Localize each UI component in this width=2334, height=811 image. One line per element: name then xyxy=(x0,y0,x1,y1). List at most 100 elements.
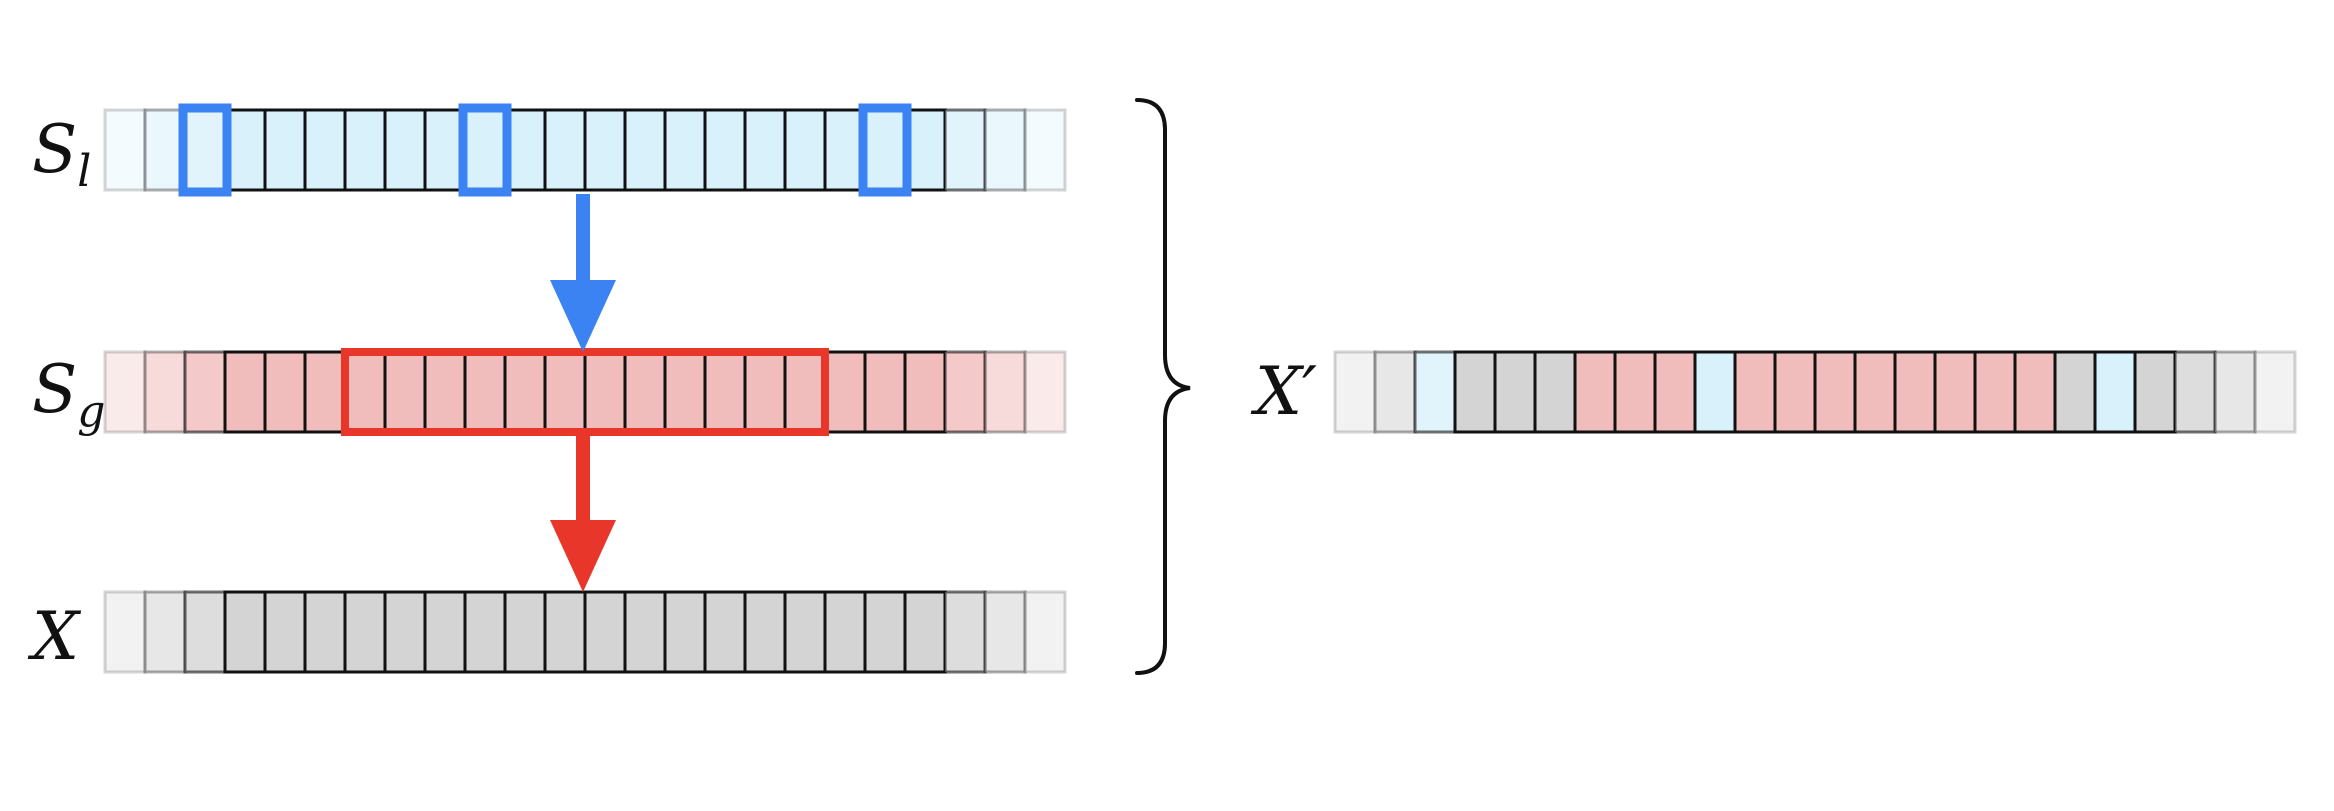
local-selection-highlights xyxy=(178,103,912,197)
token-s-l-cell-21 xyxy=(943,108,987,192)
token-s-g-cell-22 xyxy=(983,350,1027,434)
token-s-l-cell-18 xyxy=(823,108,867,192)
row-label-s-l-sub: l xyxy=(77,146,91,197)
token-x-prime-cell-3 xyxy=(1453,350,1497,434)
row-label-s-g-sub: g xyxy=(77,386,105,437)
token-s-g-cell-19 xyxy=(863,350,907,434)
token-x-prime-cell-7 xyxy=(1613,350,1657,434)
token-x-prime-cell-22 xyxy=(2213,350,2257,434)
token-x-cell-1 xyxy=(143,590,187,674)
token-s-l-cell-15 xyxy=(703,108,747,192)
token-s-g-cell-16 xyxy=(743,350,787,434)
token-s-g-cell-8 xyxy=(423,350,467,434)
token-x-prime-cell-15 xyxy=(1933,350,1977,434)
token-s-l-cell-9 xyxy=(463,108,507,192)
token-s-g-cell-4 xyxy=(263,350,307,434)
token-x-cell-9 xyxy=(463,590,507,674)
token-x-prime-cell-6 xyxy=(1573,350,1617,434)
token-x-cell-0 xyxy=(103,590,147,674)
token-s-g-cell-23 xyxy=(1023,350,1067,434)
token-s-l-cell-12 xyxy=(583,108,627,192)
token-x-cell-16 xyxy=(743,590,787,674)
token-s-l-cell-5 xyxy=(303,108,347,192)
token-x-cell-22 xyxy=(983,590,1027,674)
token-x-cell-20 xyxy=(903,590,947,674)
token-s-g-cell-5 xyxy=(303,350,347,434)
token-s-l-cell-7 xyxy=(383,108,427,192)
token-x-cell-6 xyxy=(343,590,387,674)
token-s-l-cell-2 xyxy=(183,108,227,192)
token-s-l-cell-19 xyxy=(863,108,907,192)
token-x-prime-cell-16 xyxy=(1973,350,2017,434)
token-s-g-cell-13 xyxy=(623,350,667,434)
token-x-prime-cell-21 xyxy=(2173,350,2217,434)
token-x-cell-18 xyxy=(823,590,867,674)
token-strip-x-prime xyxy=(1333,350,2297,434)
token-s-g-cell-10 xyxy=(503,350,547,434)
token-s-l-cell-17 xyxy=(783,108,827,192)
token-x-cell-4 xyxy=(263,590,307,674)
token-x-prime-cell-10 xyxy=(1733,350,1777,434)
row-label-s-l-main: S xyxy=(32,111,77,188)
row-label-s-g: Sg xyxy=(32,351,105,437)
token-x-prime-cell-9 xyxy=(1693,350,1737,434)
token-s-g-cell-12 xyxy=(583,350,627,434)
token-x-prime-cell-14 xyxy=(1893,350,1937,434)
token-s-g-cell-6 xyxy=(343,350,387,434)
global-window-highlight xyxy=(341,348,829,436)
token-x-cell-2 xyxy=(183,590,227,674)
global-window-box xyxy=(341,348,829,436)
token-x-cell-19 xyxy=(863,590,907,674)
token-x-prime-cell-0 xyxy=(1333,350,1377,434)
token-x-prime-cell-12 xyxy=(1813,350,1857,434)
token-x-prime-cell-18 xyxy=(2053,350,2097,434)
token-s-g-cell-3 xyxy=(223,350,267,434)
token-x-cell-13 xyxy=(623,590,667,674)
row-label-x-prime: X′ xyxy=(1250,353,1317,430)
token-s-g-cell-20 xyxy=(903,350,947,434)
token-s-g-cell-2 xyxy=(183,350,227,434)
token-s-l-cell-0 xyxy=(103,108,147,192)
token-x-prime-cell-5 xyxy=(1533,350,1577,434)
token-x-prime-cell-13 xyxy=(1853,350,1897,434)
token-s-l-cell-6 xyxy=(343,108,387,192)
arrow-sl-to-sg-head xyxy=(550,280,616,352)
token-s-g-cell-0 xyxy=(103,350,147,434)
token-s-g-cell-15 xyxy=(703,350,747,434)
token-s-g-cell-1 xyxy=(143,350,187,434)
token-x-cell-8 xyxy=(423,590,467,674)
token-s-g-cell-11 xyxy=(543,350,587,434)
token-x-cell-23 xyxy=(1023,590,1067,674)
token-x-cell-21 xyxy=(943,590,987,674)
arrow-sg-to-x-head xyxy=(550,520,616,592)
token-x-cell-5 xyxy=(303,590,347,674)
local-selection-box-2 xyxy=(858,103,912,197)
token-s-l-cell-1 xyxy=(143,108,187,192)
token-x-prime-cell-20 xyxy=(2133,350,2177,434)
token-s-l-cell-8 xyxy=(423,108,467,192)
token-x-cell-17 xyxy=(783,590,827,674)
row-label-x-prime-main: X′ xyxy=(1250,353,1317,430)
token-s-l-cell-23 xyxy=(1023,108,1067,192)
token-s-l-cell-22 xyxy=(983,108,1027,192)
token-s-l-cell-11 xyxy=(543,108,587,192)
flow-arrows xyxy=(550,194,616,592)
row-label-s-l: Sl xyxy=(32,111,91,197)
token-s-g-cell-14 xyxy=(663,350,707,434)
token-x-prime-cell-8 xyxy=(1653,350,1697,434)
token-s-g-cell-9 xyxy=(463,350,507,434)
token-s-g-cell-18 xyxy=(823,350,867,434)
token-s-l-cell-14 xyxy=(663,108,707,192)
token-x-cell-10 xyxy=(503,590,547,674)
token-x-cell-12 xyxy=(583,590,627,674)
token-s-l-cell-16 xyxy=(743,108,787,192)
row-label-x: X xyxy=(27,598,82,675)
token-s-l-cell-3 xyxy=(223,108,267,192)
token-x-cell-11 xyxy=(543,590,587,674)
token-s-g-cell-17 xyxy=(783,350,827,434)
token-x-cell-7 xyxy=(383,590,427,674)
token-x-prime-cell-19 xyxy=(2093,350,2137,434)
token-x-prime-cell-4 xyxy=(1493,350,1537,434)
token-x-prime-cell-1 xyxy=(1373,350,1417,434)
token-x-cell-15 xyxy=(703,590,747,674)
